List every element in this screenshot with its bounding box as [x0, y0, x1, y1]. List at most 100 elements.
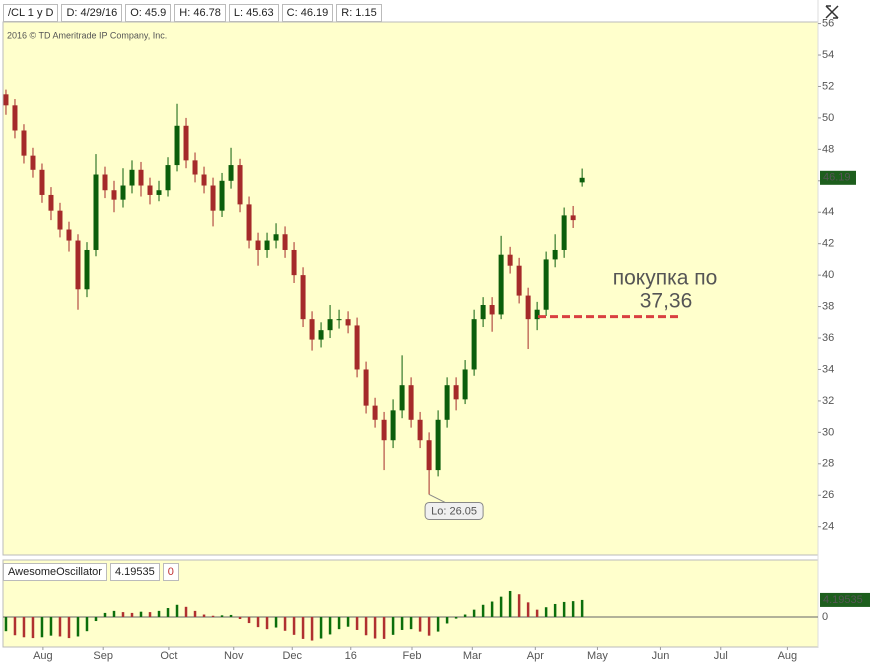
oscillator-bar	[562, 601, 566, 617]
oscillator-bar	[490, 601, 494, 617]
y-tick-label: 24	[822, 521, 834, 533]
candle-body	[345, 319, 351, 326]
candle-body	[102, 174, 108, 191]
candle-body	[273, 234, 279, 241]
candle-body	[219, 180, 225, 211]
quote-field: C: 46.19	[281, 4, 334, 22]
oscillator-bar	[526, 602, 530, 617]
oscillator-bar	[175, 604, 179, 617]
quote-field: H: 46.78	[174, 4, 226, 22]
candle-body	[336, 319, 342, 321]
y-tick-label: 42	[822, 238, 834, 250]
y-tick-label: 28	[822, 458, 834, 470]
oscillator-bar	[463, 614, 467, 617]
x-tick-label: Jun	[652, 650, 670, 662]
candle-body	[417, 419, 423, 441]
y-tick-label: 30	[822, 426, 834, 438]
last-value: 4.19535	[823, 594, 863, 606]
oscillator-bar	[301, 616, 305, 639]
x-tick-label: Dec	[282, 650, 302, 662]
oscillator-bar	[94, 616, 98, 622]
indicator-legend: 0	[162, 563, 179, 581]
last-price: 46.19	[823, 172, 851, 184]
oscillator-bar	[418, 616, 422, 632]
oscillator-bar	[31, 616, 35, 639]
x-tick-label: Mar	[463, 650, 482, 662]
quote-field: D: 4/29/16	[61, 4, 123, 22]
quote-field: L: 45.63	[228, 4, 279, 22]
candle-body	[561, 215, 567, 250]
quote-field: R: 1.15	[336, 4, 382, 22]
x-tick-label: Aug	[778, 650, 798, 662]
expand-icon[interactable]	[825, 5, 839, 19]
y-tick-label: 52	[822, 80, 834, 92]
candle-body	[354, 325, 360, 370]
candle-body	[192, 160, 198, 175]
oscillator-bar	[148, 612, 152, 617]
indicator-legend: AwesomeOscillator	[3, 563, 107, 581]
y-tick-label: 36	[822, 332, 834, 344]
candle-body	[48, 194, 54, 211]
candle-body	[12, 105, 18, 131]
candle-body	[138, 169, 144, 186]
oscillator-bar	[517, 594, 521, 617]
y-tick-label: 54	[822, 49, 834, 61]
y-tick-label: 38	[822, 300, 834, 312]
oscillator-bar	[571, 601, 575, 617]
oscillator-bar	[265, 616, 269, 630]
oscillator-bar	[274, 616, 278, 628]
oscillator-bar	[346, 616, 350, 627]
x-tick-label: Feb	[403, 650, 422, 662]
oscillator-bar	[292, 616, 296, 635]
oscillator-bar	[256, 616, 260, 628]
candle-body	[66, 229, 72, 241]
oscillator-bar	[436, 616, 440, 632]
oscillator-bar	[337, 616, 341, 630]
oscillator-bar	[67, 616, 71, 639]
oscillator-bar	[544, 607, 548, 617]
candle-body	[255, 240, 261, 250]
x-tick-label: Oct	[160, 650, 177, 662]
candle-body	[120, 185, 126, 200]
oscillator-bar	[499, 596, 503, 617]
oscillator-bar	[166, 608, 170, 617]
candle-body	[318, 330, 324, 340]
oscillator-bar	[211, 615, 215, 617]
oscillator-bar	[400, 616, 404, 630]
oscillator-bar	[112, 610, 116, 617]
oscillator-bar	[40, 616, 44, 638]
oscillator-bar	[481, 604, 485, 617]
candle-body	[372, 405, 378, 420]
candle-body	[426, 440, 432, 471]
oscillator-bar	[310, 616, 314, 641]
x-tick-label: Apr	[527, 650, 544, 662]
y-tick-label: 40	[822, 269, 834, 281]
candle-body	[165, 165, 171, 191]
y-tick-label: 32	[822, 395, 834, 407]
oscillator-bar	[553, 603, 557, 617]
oscillator-bar	[103, 612, 107, 617]
candle-body	[435, 419, 441, 471]
quote-field: O: 45.9	[125, 4, 172, 22]
y-tick-label: 26	[822, 489, 834, 501]
candle-body	[300, 275, 306, 320]
oscillator-bar	[247, 616, 251, 624]
candle-body	[147, 185, 153, 195]
x-tick-label: Jul	[714, 650, 728, 662]
oscillator-bar	[130, 612, 134, 617]
indicator-legend: 4.19535	[109, 563, 160, 581]
low-label: Lo: 26.05	[431, 505, 477, 517]
candle-body	[390, 410, 396, 441]
quote-header: /CL 1 y D D: 4/29/16 O: 45.9 H: 46.78 L: 45.…	[3, 4, 382, 22]
oscillator-bar	[319, 616, 323, 639]
x-tick-label: Nov	[224, 650, 244, 662]
candle-body	[129, 169, 135, 186]
candle-body	[507, 254, 513, 266]
candle-body	[462, 369, 468, 400]
oscillator-bar	[139, 611, 143, 617]
indicator-header: AwesomeOscillator 4.19535 0	[3, 563, 179, 581]
y-tick-label: 34	[822, 363, 834, 375]
candle-body	[480, 305, 486, 320]
candle-body	[21, 130, 27, 156]
